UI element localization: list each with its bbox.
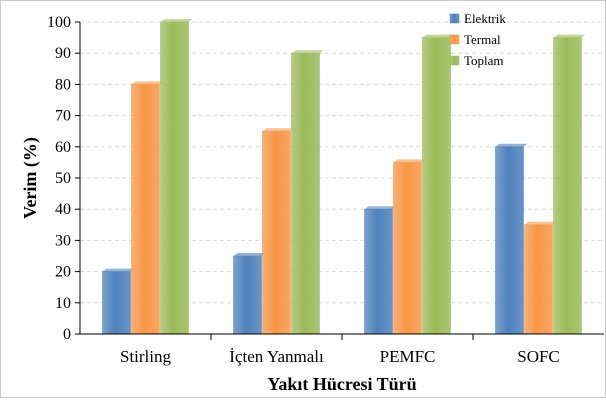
bar-cap — [262, 128, 295, 132]
bar-termal-1 — [262, 130, 291, 335]
legend-swatch-elektrik — [449, 13, 460, 24]
bar-toplam-3 — [553, 37, 582, 335]
bar-elektrik-1 — [233, 255, 262, 335]
bars — [102, 19, 586, 335]
bar-toplam-0 — [160, 21, 189, 335]
bar-cap — [131, 81, 164, 85]
bar-cap — [393, 159, 426, 163]
bar-cap — [422, 34, 455, 38]
bar-cap — [291, 50, 324, 54]
y-tick-label: 80 — [55, 76, 71, 93]
legend-swatch-toplam — [449, 55, 460, 66]
bar-toplam-1 — [291, 52, 320, 335]
bar-termal-0 — [131, 84, 160, 335]
y-tick-label: 60 — [55, 139, 71, 156]
y-tick-label: 50 — [55, 170, 71, 187]
legend-label-toplam: Toplam — [464, 53, 504, 68]
bar-termal-2 — [393, 162, 422, 335]
y-axis-title: Verim (%) — [20, 137, 41, 219]
y-tick-label: 90 — [55, 45, 71, 62]
bar-cap — [553, 34, 586, 38]
y-tick-label: 20 — [55, 264, 71, 281]
bar-cap — [102, 268, 135, 272]
y-tick-label: 0 — [63, 326, 71, 343]
y-tick-label: 70 — [55, 108, 71, 125]
y-tick-labels: 0 10 20 30 40 50 60 70 80 90 100 — [47, 14, 71, 343]
bar-toplam-2 — [422, 37, 451, 335]
bar-cap — [160, 19, 193, 22]
x-tick-label: SOFC — [517, 347, 560, 366]
x-tick-label: Stirling — [120, 347, 172, 366]
bar-cap — [495, 143, 528, 147]
axes — [75, 21, 604, 340]
bar-elektrik-0 — [102, 271, 131, 335]
x-tick-label: İçten Yanmalı — [229, 347, 324, 366]
bar-cap — [233, 253, 266, 256]
legend-label-termal: Termal — [464, 32, 501, 47]
bar-termal-3 — [524, 224, 553, 335]
y-tick-label: 40 — [55, 201, 71, 218]
y-tick-label: 10 — [55, 295, 71, 312]
bar-cap — [524, 221, 557, 225]
bar-cap — [364, 206, 397, 210]
bar-elektrik-2 — [364, 208, 393, 335]
legend: Elektrik Termal Toplam — [449, 11, 506, 68]
legend-swatch-termal — [449, 34, 460, 45]
legend-label-elektrik: Elektrik — [464, 11, 506, 26]
x-tick-labels: Stirling İçten Yanmalı PEMFC SOFC — [120, 347, 560, 366]
x-axis-title: Yakıt Hücresi Türü — [267, 374, 416, 394]
x-tick-label: PEMFC — [380, 347, 436, 366]
bar-elektrik-3 — [495, 146, 524, 335]
y-tick-label: 30 — [55, 232, 71, 249]
y-tick-label: 100 — [47, 14, 71, 31]
